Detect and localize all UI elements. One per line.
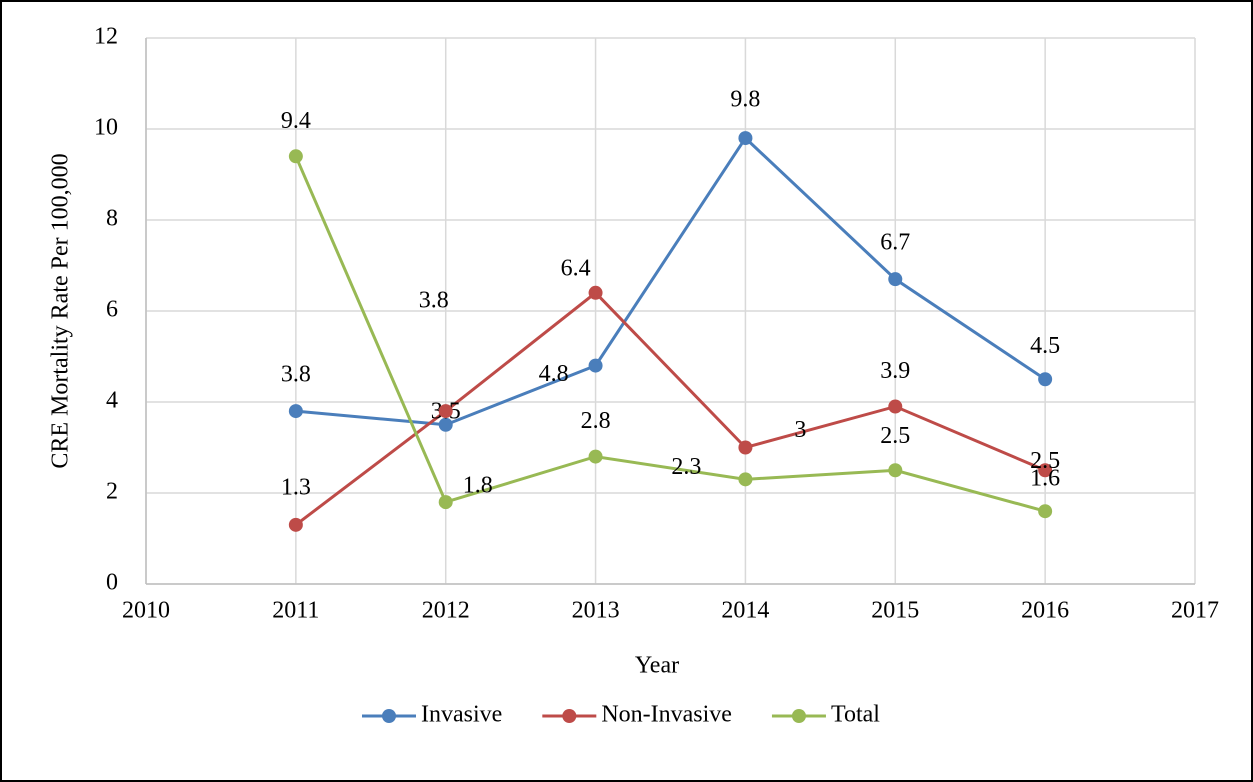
- point: [1038, 463, 1053, 478]
- legend-label: Invasive: [421, 702, 502, 728]
- point: [1038, 372, 1053, 387]
- data-label: 4.5: [1030, 333, 1060, 359]
- series-line: [294, 290, 1046, 527]
- x-tick-label: 2011: [272, 598, 319, 624]
- point: [888, 463, 903, 478]
- data-label: 3.8: [419, 288, 449, 314]
- legend-label: Non-Invasive: [601, 702, 732, 728]
- x-tick-label: 2017: [1171, 598, 1219, 624]
- point: [438, 404, 453, 419]
- point: [438, 417, 453, 432]
- y-tick-label: 4: [106, 388, 118, 414]
- x-tick-label: 2010: [122, 598, 170, 624]
- point: [288, 404, 303, 419]
- data-label: 3.9: [880, 358, 910, 384]
- y-tick-label: 8: [106, 206, 118, 232]
- legend-label: Total: [831, 702, 880, 728]
- x-tick-label: 2013: [572, 598, 620, 624]
- data-label: 1.8: [463, 473, 493, 499]
- data-label: 2.5: [880, 423, 910, 449]
- x-tick-label: 2015: [871, 598, 919, 624]
- point: [888, 272, 903, 287]
- x-axis-label: Year: [635, 653, 679, 679]
- x-tick-label: 2016: [1021, 598, 1069, 624]
- data-label: 9.8: [730, 87, 760, 113]
- series-line: [295, 135, 1046, 427]
- point: [588, 285, 603, 300]
- series-line: [294, 155, 1046, 513]
- legend-marker: [562, 709, 577, 723]
- data-label: 1.3: [281, 474, 311, 500]
- point: [1038, 504, 1053, 519]
- point: [738, 472, 753, 487]
- y-tick-label: 12: [94, 24, 118, 50]
- data-label: 6.4: [561, 255, 591, 281]
- point: [738, 440, 753, 455]
- y-tick-label: 0: [106, 570, 118, 596]
- x-tick-label: 2014: [721, 598, 769, 624]
- data-label: 9.4: [281, 108, 311, 134]
- data-label: 6.7: [880, 230, 910, 256]
- y-tick-label: 6: [106, 297, 118, 323]
- point: [588, 449, 603, 464]
- point: [288, 517, 303, 532]
- legend-marker: [791, 709, 806, 723]
- data-label: 2.8: [581, 408, 611, 434]
- data-label: 2.5: [1030, 448, 1060, 474]
- point: [438, 495, 453, 510]
- y-tick-label: 10: [94, 115, 118, 141]
- data-label: 2.3: [671, 454, 701, 480]
- point: [888, 399, 903, 414]
- x-tick-label: 2012: [422, 598, 470, 624]
- y-tick-label: 2: [106, 479, 118, 505]
- data-label: 3: [794, 417, 806, 443]
- point: [738, 131, 753, 146]
- data-label: 4.8: [539, 361, 569, 387]
- data-label: 1.6: [1030, 466, 1060, 492]
- point: [588, 358, 603, 373]
- data-label: 3.8: [281, 362, 311, 388]
- legend-marker: [382, 709, 396, 723]
- y-axis-label: CRE Mortality Rate Per 100,000: [48, 153, 74, 468]
- point: [288, 149, 303, 164]
